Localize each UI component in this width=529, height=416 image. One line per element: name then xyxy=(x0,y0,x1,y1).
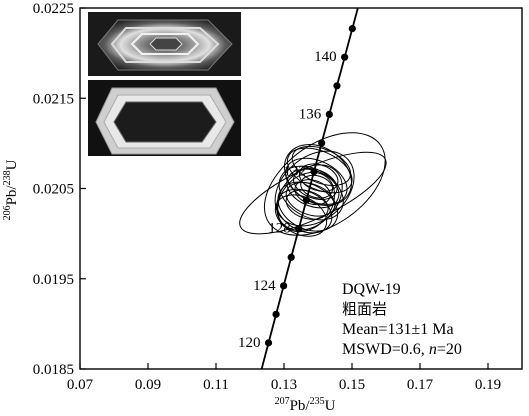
zircon-core-bottom xyxy=(113,101,217,143)
error-ellipse-7 xyxy=(278,165,344,221)
concordia-age-marker-140 xyxy=(341,53,349,61)
error-ellipses xyxy=(239,132,387,237)
mswd-n: MSWD=0.6, n=20 xyxy=(342,341,462,358)
x-tick-label-6: 0.19 xyxy=(475,377,501,393)
zircon-core-top xyxy=(149,37,183,51)
error-ellipse-11 xyxy=(286,147,353,194)
concordia-age-label-132: 132 xyxy=(284,164,307,180)
concordia-age-label-124: 124 xyxy=(253,278,276,294)
x-axis-label: 207Pb/235U xyxy=(275,396,336,414)
concordia-age-label-140: 140 xyxy=(314,49,337,65)
concordia-curve xyxy=(260,8,359,369)
concordia-age-marker-128 xyxy=(295,225,303,233)
error-ellipse-2 xyxy=(263,132,386,236)
concordia-age-marker-130 xyxy=(302,196,310,204)
sample-annotation: DQW-19 粗面岩 Mean=131±1 Ma MSWD=0.6, n=20 xyxy=(342,281,462,358)
y-axis-label: 206Pb/238U xyxy=(2,159,20,220)
error-ellipse-20 xyxy=(300,174,334,199)
concordia-age-label-128: 128 xyxy=(268,221,291,237)
mean-age: Mean=131±1 Ma xyxy=(342,321,454,338)
x-tick-label-2: 0.11 xyxy=(203,377,229,393)
error-ellipse-17 xyxy=(285,189,329,220)
concordia-age-marker-132 xyxy=(310,167,318,176)
y-tick-label-4: 0.0225 xyxy=(33,1,74,17)
x-tick-label-3: 0.13 xyxy=(271,377,297,393)
y-tick-label-1: 0.0195 xyxy=(33,272,74,288)
error-ellipse-14 xyxy=(291,145,352,186)
y-tick-label-3: 0.0215 xyxy=(33,91,74,107)
rock-type: 粗面岩 xyxy=(342,300,387,318)
concordia-age-labels: 120 124 128 132 136 140 xyxy=(238,49,337,351)
x-tick-label-0: 0.07 xyxy=(67,377,94,393)
y-tick-label-2: 0.0205 xyxy=(33,182,74,198)
error-ellipse-16 xyxy=(293,168,338,200)
error-ellipse-12 xyxy=(286,168,340,209)
zircon-cl-image-icon xyxy=(88,12,241,156)
concordia-age-marker-126 xyxy=(287,253,295,261)
sample-id: DQW-19 xyxy=(342,281,401,298)
concordia-age-marker-122 xyxy=(272,310,280,318)
concordia-age-marker-124 xyxy=(280,282,288,290)
concordia-age-label-136: 136 xyxy=(299,106,322,122)
y-tick-label-0: 0.0185 xyxy=(33,362,74,378)
x-tick-label-4: 0.15 xyxy=(339,377,365,393)
concordia-age-marker-142 xyxy=(348,24,356,33)
x-axis: 0.07 0.09 0.11 0.13 0.15 0.17 0.19 xyxy=(67,363,501,393)
error-ellipse-18 xyxy=(298,163,339,192)
concordia-age-marker-136 xyxy=(325,110,333,118)
x-tick-label-1: 0.09 xyxy=(135,377,161,393)
error-ellipse-15 xyxy=(285,182,336,217)
x-tick-label-5: 0.17 xyxy=(407,377,434,393)
concordia-age-marker-138 xyxy=(333,82,341,90)
error-ellipse-19 xyxy=(294,179,331,206)
error-ellipse-3 xyxy=(274,150,355,227)
zircon-zoning-1 xyxy=(110,27,220,63)
y-axis: 0.0185 0.0195 0.0205 0.0215 0.0225 xyxy=(33,1,86,378)
concordia-age-label-120: 120 xyxy=(238,335,261,351)
zircon-zoning-2 xyxy=(130,33,200,55)
concordia-age-marker-134 xyxy=(318,139,326,147)
concordia-age-marker-120 xyxy=(264,339,273,347)
